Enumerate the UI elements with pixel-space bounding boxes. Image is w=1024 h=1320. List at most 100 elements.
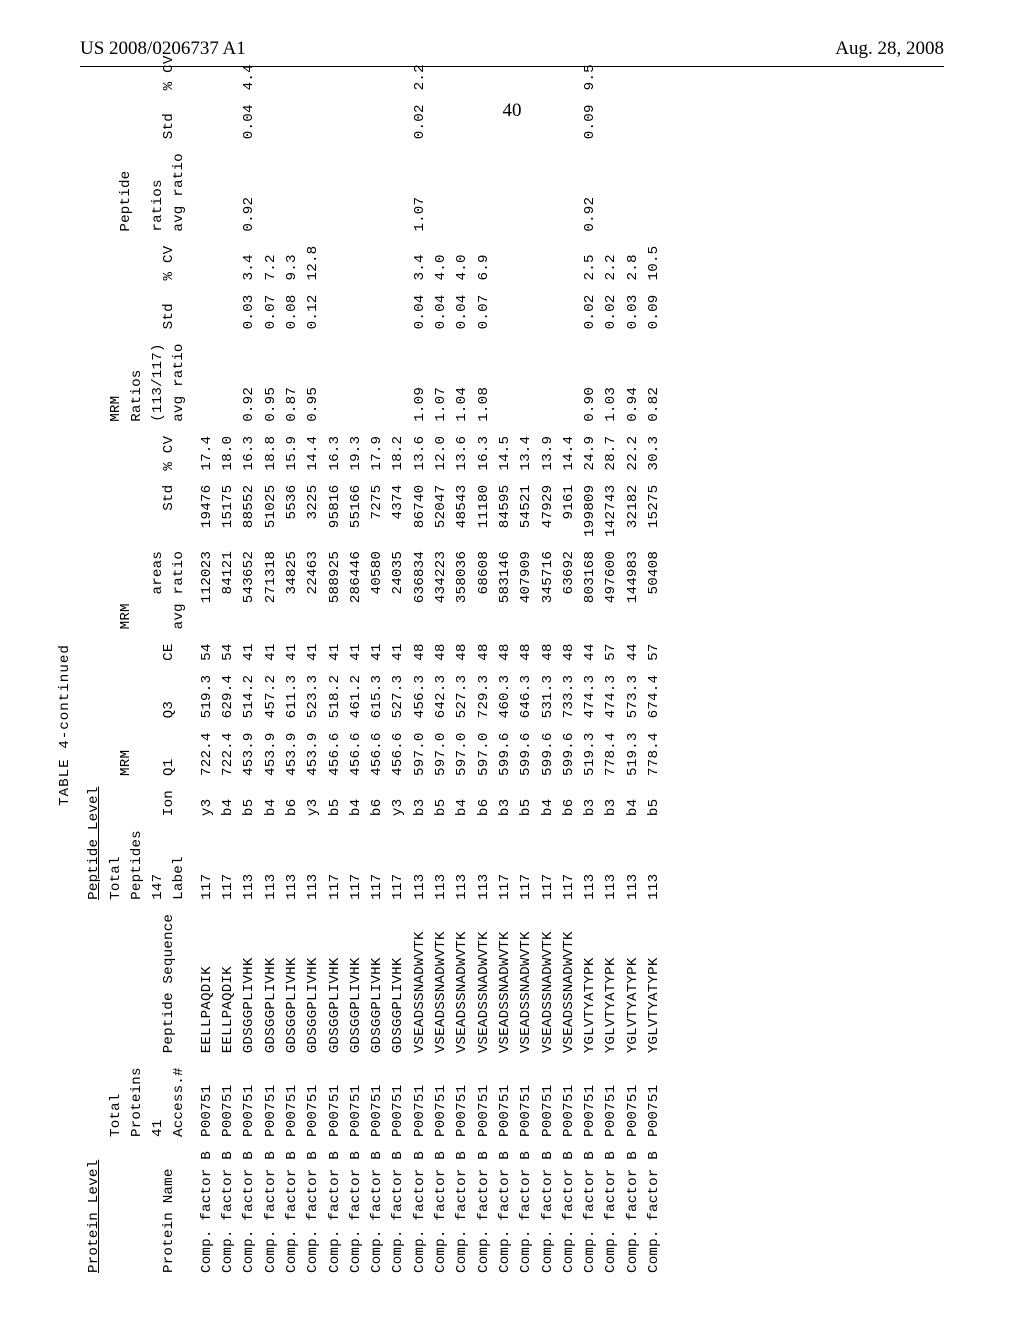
col-cv3: % CV <box>148 48 191 97</box>
cell-lbl: 113 <box>261 823 282 907</box>
cell-ps <box>325 97 346 146</box>
cell-acc: P00751 <box>218 1060 239 1144</box>
cell-q1: 599.6 <box>516 725 537 783</box>
cell-ps <box>218 97 239 146</box>
cell-ion: b6 <box>282 783 303 823</box>
cell-q1: 453.9 <box>261 725 282 783</box>
cell-acc: P00751 <box>452 1060 473 1144</box>
cell-q1: 456.6 <box>388 725 409 783</box>
cell-ion: b6 <box>559 783 580 823</box>
cell-acc: P00751 <box>282 1060 303 1144</box>
cell-lbl: 113 <box>580 823 601 907</box>
cell-ce: 48 <box>452 636 473 667</box>
cell-avr: 40580 <box>367 544 388 636</box>
cell-pcv <box>197 48 218 97</box>
cell-cv113: 3.4 <box>239 239 260 288</box>
cell-acc: P00751 <box>346 1060 367 1144</box>
cell-lbl: 117 <box>197 823 218 907</box>
cell-std: 54521 <box>516 478 537 544</box>
cell-ce: 57 <box>601 636 622 667</box>
cell-pr <box>601 146 622 238</box>
table-row: Comp. factor BP00751GDSGGPLIVHK117b4456.… <box>346 48 367 1280</box>
cell-q1: 453.9 <box>239 725 260 783</box>
cell-pr <box>538 146 559 238</box>
col-peptide-seq: Peptide Sequence <box>148 907 191 1060</box>
grp-peptide: Peptide <box>106 48 149 238</box>
cell-pcv: 2.2 <box>410 48 431 97</box>
cell-acc: P00751 <box>644 1060 665 1144</box>
cell-seq: VSEADSSNADWVTK <box>410 907 431 1060</box>
table-row: Comp. factor BP00751VSEADSSNADWVTK117b55… <box>516 48 537 1280</box>
cell-pr <box>261 146 282 238</box>
cell-ion: b5 <box>325 783 346 823</box>
cell-ps <box>495 97 516 146</box>
cell-r113 <box>559 336 580 428</box>
cell-avr: 358036 <box>452 544 473 636</box>
cell-ion: b5 <box>644 783 665 823</box>
cell-ps <box>367 97 388 146</box>
cell-seq: GDSGGPLIVHK <box>239 907 260 1060</box>
cell-q3: 674.4 <box>644 668 665 726</box>
cell-r113: 0.92 <box>239 336 260 428</box>
cell-r113 <box>218 336 239 428</box>
cell-pr <box>282 146 303 238</box>
cell-q3: 527.3 <box>388 668 409 726</box>
cell-pn: Comp. factor B <box>261 1144 282 1280</box>
cell-ps: 0.02 <box>410 97 431 146</box>
cell-q3: 629.4 <box>218 668 239 726</box>
cell-cv: 15.9 <box>282 429 303 478</box>
cell-cv113 <box>197 239 218 288</box>
cell-acc: P00751 <box>431 1060 452 1144</box>
cell-pr: 0.92 <box>239 146 260 238</box>
cell-pcv <box>325 48 346 97</box>
table-row: Comp. factor BP00751YGLVTYATYPK113b4519.… <box>623 48 644 1280</box>
cell-seq: YGLVTYATYPK <box>580 907 601 1060</box>
cell-ps <box>303 97 324 146</box>
cell-ce: 48 <box>410 636 431 667</box>
cell-acc: P00751 <box>367 1060 388 1144</box>
cell-cv: 14.4 <box>559 429 580 478</box>
cell-s113: 0.04 <box>431 287 452 336</box>
col-ce: CE <box>148 636 191 667</box>
cell-seq: VSEADSSNADWVTK <box>516 907 537 1060</box>
grp-mrm-areas: MRM <box>106 429 149 637</box>
col-ion: Ion <box>148 783 191 823</box>
cell-pr <box>367 146 388 238</box>
cell-q1: 599.6 <box>495 725 516 783</box>
cell-std: 9161 <box>559 478 580 544</box>
cell-lbl: 117 <box>388 823 409 907</box>
cell-s113 <box>218 287 239 336</box>
cell-ps <box>388 97 409 146</box>
cell-cv: 14.5 <box>495 429 516 478</box>
cell-r113: 0.90 <box>580 336 601 428</box>
cell-ce: 48 <box>538 636 559 667</box>
cell-s113: 0.07 <box>261 287 282 336</box>
cell-q3: 527.3 <box>452 668 473 726</box>
cell-s113: 0.02 <box>580 287 601 336</box>
cell-cv113: 6.9 <box>474 239 495 288</box>
cell-s113: 0.04 <box>452 287 473 336</box>
cell-pr <box>431 146 452 238</box>
cell-pr <box>303 146 324 238</box>
section-protein-level: Protein Level <box>84 907 105 1280</box>
cell-q3: 531.3 <box>538 668 559 726</box>
cell-q3: 573.3 <box>623 668 644 726</box>
cell-r113 <box>197 336 218 428</box>
cell-ce: 54 <box>197 636 218 667</box>
cell-seq: GDSGGPLIVHK <box>325 907 346 1060</box>
cell-cv113: 9.3 <box>282 239 303 288</box>
cell-seq: GDSGGPLIVHK <box>388 907 409 1060</box>
cell-s113: 0.09 <box>644 287 665 336</box>
cell-cv: 13.6 <box>452 429 473 478</box>
cell-seq: GDSGGPLIVHK <box>261 907 282 1060</box>
cell-q1: 722.4 <box>197 725 218 783</box>
cell-pn: Comp. factor B <box>325 1144 346 1280</box>
cell-q1: 722.4 <box>218 725 239 783</box>
cell-acc: P00751 <box>388 1060 409 1144</box>
cell-q3: 460.3 <box>495 668 516 726</box>
cell-ion: b3 <box>580 783 601 823</box>
cell-cv113 <box>325 239 346 288</box>
cell-ps <box>197 97 218 146</box>
cell-pn: Comp. factor B <box>644 1144 665 1280</box>
cell-avr: 63692 <box>559 544 580 636</box>
